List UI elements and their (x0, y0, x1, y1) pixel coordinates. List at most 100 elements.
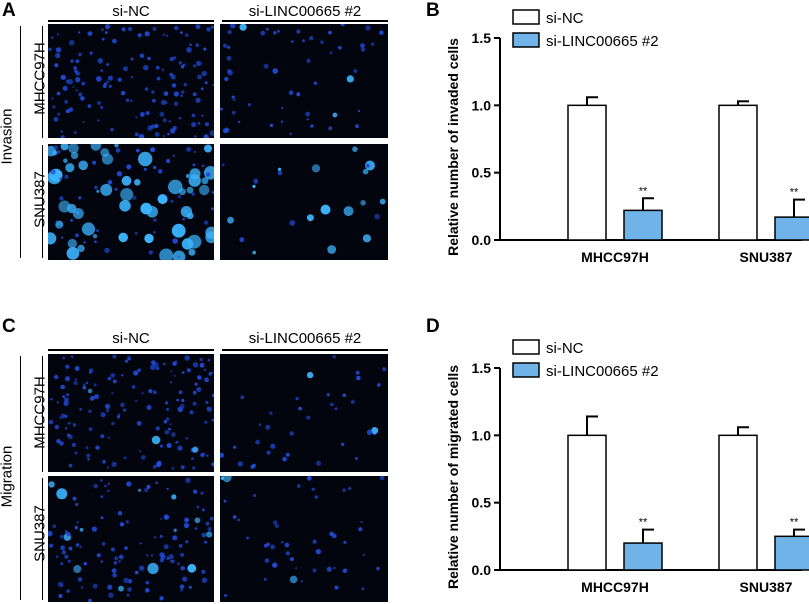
cell-dot (191, 192, 195, 196)
cell-dot (352, 146, 358, 152)
cell-dot (170, 560, 173, 563)
cell-dot (96, 229, 99, 233)
micrograph-invasion-snu387-si-linc (220, 144, 388, 260)
y-tick-label: 0.5 (472, 165, 492, 181)
cell-dot (78, 92, 83, 97)
cell-dot (178, 544, 183, 548)
cell-dot (205, 521, 210, 526)
cell-dot (211, 419, 214, 422)
cell-dot (306, 476, 312, 481)
cell-dot (51, 36, 54, 39)
cell-dot (180, 65, 185, 69)
cell-dot (123, 408, 127, 412)
cell-dot (64, 100, 68, 104)
cell-dot (202, 508, 205, 512)
cell-dot (48, 47, 52, 51)
panel-letter-d: D (426, 316, 440, 337)
cell-dot (111, 392, 114, 395)
cell-dot (59, 534, 64, 539)
cell-dot (329, 51, 333, 55)
cell-dot (57, 33, 59, 36)
cell-dot (191, 122, 197, 128)
cell-dot (206, 454, 209, 457)
cell-dot (163, 514, 170, 520)
y-axis-label: Relative number of migrated cells (445, 365, 461, 589)
cell-dot (65, 163, 75, 173)
cell-dot (97, 58, 104, 64)
cell-dot (145, 580, 149, 585)
cell-dot (350, 399, 355, 404)
cell-dot (134, 179, 141, 186)
cell-dot (170, 199, 174, 203)
cell-dot (166, 158, 171, 164)
cell-dot (81, 81, 86, 86)
cell-dot (76, 520, 79, 524)
cell-dot (180, 94, 183, 98)
cell-dot (141, 455, 146, 460)
cell-dot (306, 118, 309, 121)
cell-dot (223, 499, 227, 503)
cell-dot (186, 47, 192, 53)
cell-dot (118, 232, 128, 243)
cell-dot (354, 456, 358, 460)
legend-label: si-LINC00665 #2 (546, 363, 659, 380)
significance-label: ** (790, 517, 799, 529)
cell-dot (72, 86, 75, 88)
cell-dot (192, 401, 197, 406)
cell-dot (226, 55, 232, 61)
cell-dot (316, 460, 322, 466)
cell-dot (155, 366, 160, 370)
cell-dot (107, 180, 113, 185)
cell-dot (311, 164, 321, 173)
bar (774, 535, 809, 571)
cell-dot (106, 63, 110, 66)
cell-dot (58, 225, 61, 228)
cell-dot (147, 56, 151, 61)
cell-dot (75, 77, 81, 83)
cell-dot (194, 517, 201, 524)
cell-dot (101, 153, 114, 165)
cell-dot (79, 545, 82, 549)
cell-dot (55, 220, 58, 223)
cell-dot (157, 460, 162, 465)
cell-dot (80, 96, 85, 101)
cell-dot (62, 85, 68, 91)
cell-dot (289, 220, 296, 226)
cell-dot (312, 539, 317, 544)
cell-dot (55, 555, 59, 559)
cell-dot (173, 91, 179, 97)
cell-dot (67, 559, 71, 563)
cell-dot (136, 420, 142, 426)
cell-dot (75, 59, 80, 64)
cell-dot (68, 107, 74, 112)
cell-dot (107, 376, 112, 381)
y-tick-label: 1.5 (472, 30, 492, 46)
cell-dot (53, 145, 58, 150)
x-tick-label: SNU387 (740, 249, 793, 265)
cell-dot (311, 487, 315, 491)
cell-dot (55, 52, 61, 59)
cell-dot (178, 61, 182, 65)
cell-dot (159, 444, 164, 448)
cell-dot (201, 532, 207, 538)
cell-dot (135, 116, 138, 119)
cell-dot (170, 370, 173, 373)
cell-dot (221, 163, 225, 167)
cell-dot (266, 27, 269, 31)
cell-dot (88, 598, 92, 602)
cell-dot (59, 441, 64, 446)
y-tick-label: 1.0 (472, 427, 492, 443)
cell-dot (183, 63, 186, 66)
cell-dot (342, 488, 346, 492)
cell-dot (172, 238, 178, 244)
cell-dot (146, 554, 149, 557)
cell-dot (100, 479, 103, 482)
cell-dot (173, 374, 176, 377)
cell-dot (192, 64, 197, 68)
cell-dot (173, 56, 177, 60)
cell-dot (52, 150, 58, 156)
cell-dot (49, 543, 54, 548)
cell-dot (116, 415, 121, 419)
cell-dot (237, 461, 243, 467)
cell-dot (295, 567, 298, 570)
